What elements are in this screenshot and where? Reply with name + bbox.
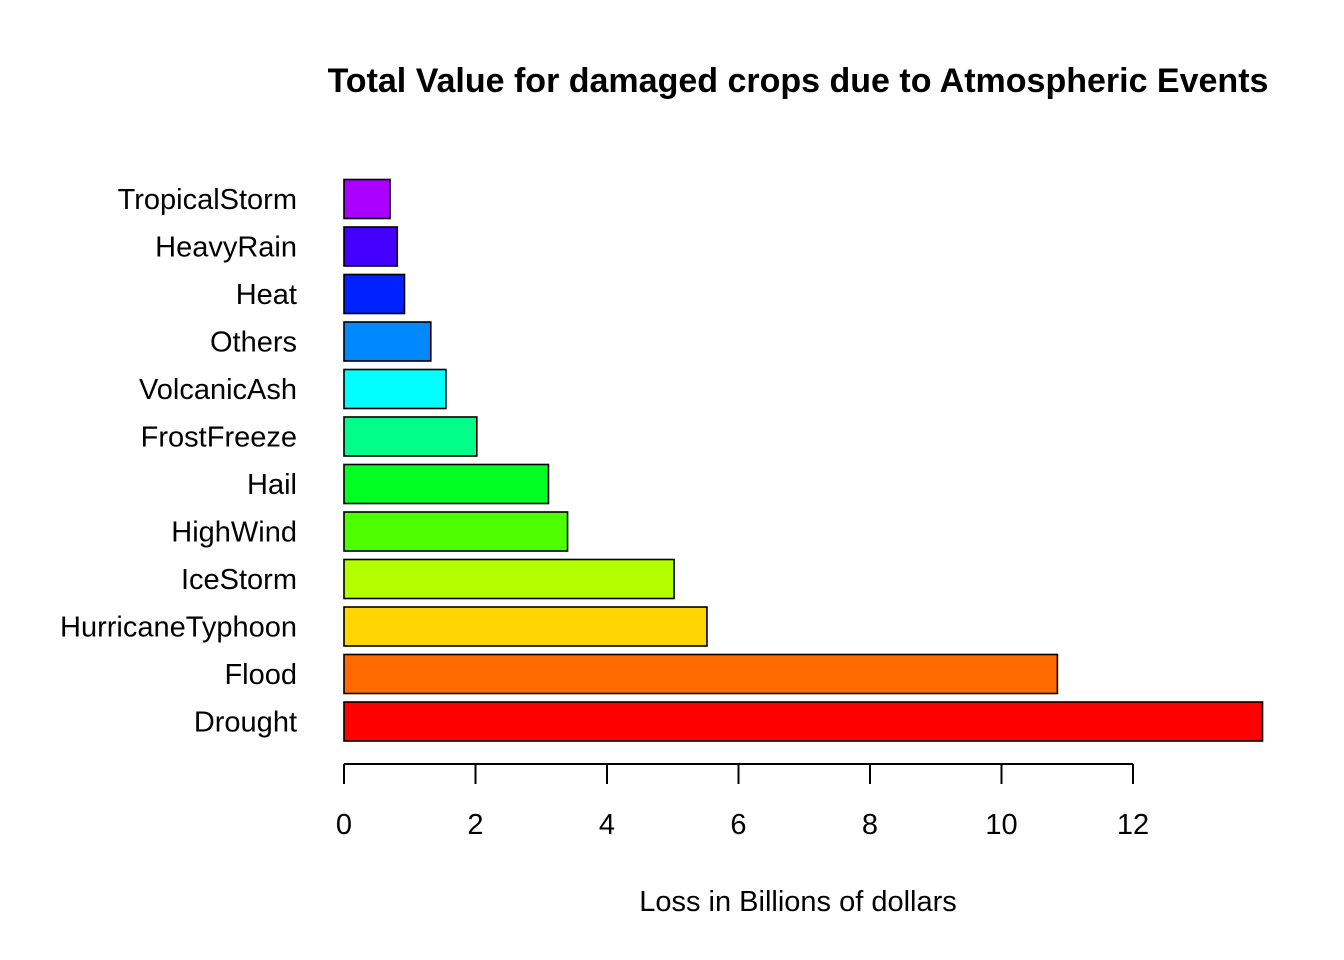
x-axis-title: Loss in Billions of dollars bbox=[639, 886, 957, 918]
bar-hail bbox=[343, 463, 550, 505]
category-label-volcanic-ash: VolcanicAsh bbox=[139, 374, 297, 406]
category-label-heat: Heat bbox=[236, 279, 297, 311]
bar-ice-storm bbox=[343, 558, 675, 600]
bar-high-wind bbox=[343, 511, 569, 552]
category-label-high-wind: HighWind bbox=[171, 517, 297, 549]
bar-hurricane-typhoon bbox=[343, 606, 708, 647]
x-tick-label-2: 2 bbox=[467, 809, 483, 841]
category-label-frost-freeze: FrostFreeze bbox=[141, 422, 297, 454]
category-label-tropical-storm: TropicalStorm bbox=[118, 184, 297, 216]
category-label-hail: Hail bbox=[247, 469, 297, 501]
category-label-hurricane-typhoon: HurricaneTyphoon bbox=[60, 612, 297, 644]
bar-drought bbox=[343, 701, 1264, 742]
x-tick-label-10: 10 bbox=[985, 809, 1017, 841]
x-tick-label-12: 12 bbox=[1117, 809, 1149, 841]
x-axis: 0 2 4 6 8 10 12 bbox=[336, 763, 1149, 841]
bar-others bbox=[343, 321, 432, 362]
x-tick-label-6: 6 bbox=[730, 809, 746, 841]
category-label-heavy-rain: HeavyRain bbox=[155, 232, 297, 264]
bar-heat bbox=[343, 273, 406, 315]
bar-volcanic-ash bbox=[343, 368, 447, 410]
bars-group bbox=[343, 178, 1264, 742]
bar-flood bbox=[343, 653, 1059, 695]
category-label-ice-storm: IceStorm bbox=[181, 564, 297, 596]
chart-title: Total Value for damaged crops due to Atm… bbox=[328, 62, 1269, 100]
x-tick-label-4: 4 bbox=[599, 809, 615, 841]
category-label-flood: Flood bbox=[224, 659, 297, 691]
x-tick-label-8: 8 bbox=[862, 809, 878, 841]
category-labels-group: Drought Flood HurricaneTyphoon IceStorm High… bbox=[60, 184, 297, 739]
x-tick-label-0: 0 bbox=[336, 809, 352, 841]
bar-tropical-storm bbox=[343, 178, 391, 220]
category-label-drought: Drought bbox=[194, 707, 297, 739]
bar-frost-freeze bbox=[343, 416, 478, 457]
bar-heavy-rain bbox=[343, 226, 399, 267]
category-label-others: Others bbox=[210, 327, 297, 359]
